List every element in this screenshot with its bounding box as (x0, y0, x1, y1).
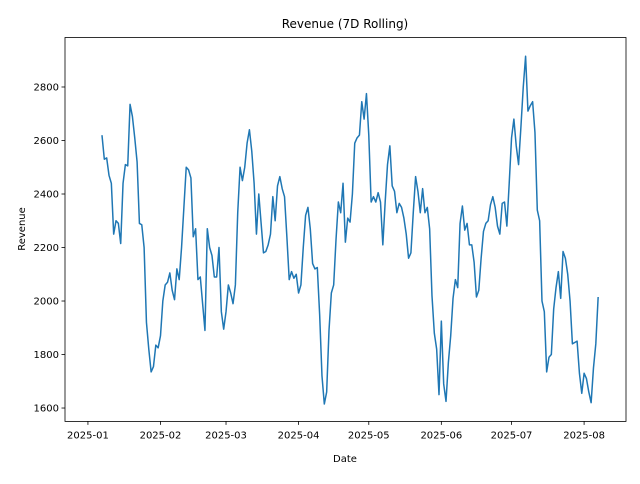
y-tick-label: 2600 (34, 136, 59, 147)
x-tick-label: 2025-08 (563, 430, 605, 441)
y-tick-label: 1800 (34, 350, 59, 361)
y-tick-label: 1600 (34, 404, 59, 415)
y-tick-label: 2000 (34, 297, 59, 308)
data-line (101, 55, 599, 405)
x-axis-label: Date (333, 454, 357, 465)
x-tick-label: 2025-02 (140, 430, 182, 441)
y-tick-label: 2800 (34, 82, 59, 93)
y-tick-label: 2200 (34, 243, 59, 254)
x-tick-label: 2025-06 (420, 430, 462, 441)
axes-frame (64, 37, 627, 422)
x-tick-label: 2025-07 (491, 430, 533, 441)
chart-title: Revenue (7D Rolling) (282, 17, 409, 31)
y-axis-label: Revenue (17, 207, 28, 251)
x-tick-label: 2025-04 (278, 430, 320, 441)
x-tick-label: 2025-03 (205, 430, 247, 441)
y-tick-label: 2400 (34, 190, 59, 201)
x-tick-label: 2025-05 (348, 430, 390, 441)
x-tick-label: 2025-01 (67, 430, 109, 441)
